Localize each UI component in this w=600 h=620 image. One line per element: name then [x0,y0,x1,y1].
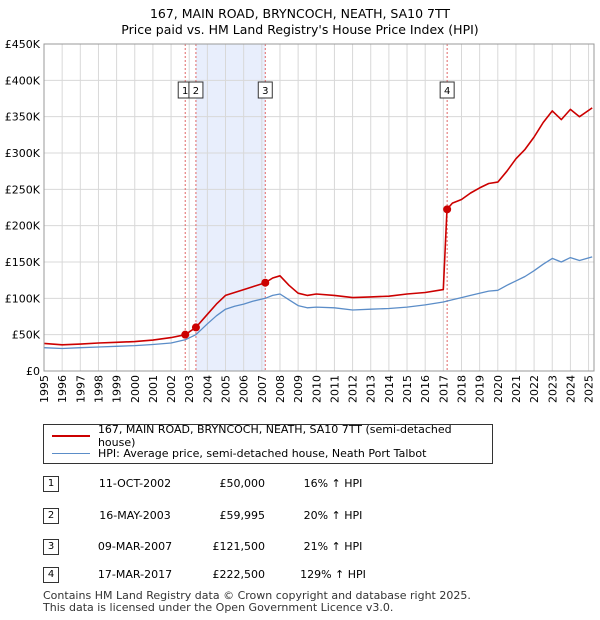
x-tick-label: 2024 [564,375,577,403]
x-tick-label: 2010 [310,375,323,403]
legend-item-hpi: HPI: Average price, semi-detached house,… [52,445,426,461]
x-tick-label: 2018 [455,375,468,403]
transaction-number: 3 [43,539,59,555]
transaction-price: £50,000 [219,477,266,490]
y-tick-label: £150K [5,256,41,269]
y-tick-label: £100K [5,292,41,305]
shaded-period [195,44,266,371]
y-tick-label: £50K [12,329,41,342]
sale-label: 3 [262,86,268,97]
legend-swatch-hpi [52,452,90,454]
x-tick-label: 2009 [292,375,305,403]
transaction-number: 1 [43,476,59,492]
sale-point [181,330,190,339]
property-price-line [43,107,593,346]
transaction-hpi: 129% ↑ HPI [300,568,366,581]
price-chart: £0 £50K £100K £150K £200K £250K £300K £350K £400… [5,38,596,403]
transaction-price: £222,500 [212,568,266,581]
y-tick-label: £250K [5,183,41,196]
plot-frame [43,43,595,372]
y-tick-label: £300K [5,147,41,160]
x-tick-label: 2006 [238,375,251,403]
x-tick-label: 2001 [147,375,160,403]
sale-point [261,278,270,287]
legend-label-hpi: HPI: Average price, semi-detached house,… [98,446,427,460]
legend-label-property: 167, MAIN ROAD, BRYNCOCH, NEATH, SA10 7T… [97,423,452,449]
transaction-date: 16-MAY-2003 [99,509,171,522]
sale-point [191,323,200,332]
x-tick-label: 2011 [328,375,341,403]
sale-label-box [439,81,455,99]
x-tick-label: 2019 [474,375,487,403]
y-tick-label: £0 [26,365,40,378]
y-tick-label: £400K [5,74,41,87]
x-tick-label: 1997 [74,375,87,403]
sale-label-box [257,81,273,99]
transaction-hpi: 16% ↑ HPI [303,477,363,490]
transaction-number: 4 [43,567,59,583]
x-tick-label: 1996 [56,375,69,403]
x-tick-label: 2007 [256,375,269,403]
transaction-number: 2 [43,508,59,524]
x-tick-label: 2013 [365,375,378,403]
legend-swatch-property [52,435,90,437]
x-tick-label: 2023 [546,375,559,403]
x-tick-label: 1998 [92,375,105,403]
footer-copyright: Contains HM Land Registry data © Crown c… [43,589,471,602]
sale-point [443,205,452,214]
x-tick-label: 2002 [165,375,178,403]
x-tick-label: 2005 [220,375,233,403]
transaction-price: £59,995 [219,509,266,522]
transaction-date: 17-MAR-2017 [97,568,173,581]
transaction-hpi: 21% ↑ HPI [303,540,363,553]
x-tick-label: 1995 [38,375,51,403]
x-tick-label: 2017 [437,375,450,403]
sale-label: 4 [444,86,450,97]
legend-item-property: 167, MAIN ROAD, BRYNCOCH, NEATH, SA10 7T… [52,423,492,449]
x-tick-label: 2012 [347,375,360,403]
chart-title: 167, MAIN ROAD, BRYNCOCH, NEATH, SA10 7T… [149,6,451,21]
x-tick-label: 2022 [528,375,541,403]
y-tick-label: £450K [5,38,41,51]
chart-subtitle: Price paid vs. HM Land Registry's House … [121,22,479,37]
x-tick-label: 1999 [111,375,124,403]
footer-license: This data is licensed under the Open Gov… [43,601,394,614]
y-tick-label: £350K [5,111,41,124]
transaction-price: £121,500 [212,540,266,553]
x-tick-label: 2003 [183,375,196,403]
x-tick-label: 2008 [274,375,287,403]
x-tick-label: 2015 [401,375,414,403]
hpi-line [43,256,593,350]
transaction-hpi: 20% ↑ HPI [303,509,363,522]
sale-label: 1 [182,86,188,97]
chart-legend: 167, MAIN ROAD, BRYNCOCH, NEATH, SA10 7T… [43,423,493,464]
x-tick-label: 2016 [419,375,432,403]
transaction-date: 11-OCT-2002 [98,477,172,490]
x-tick-label: 2025 [583,375,596,403]
y-tick-label: £200K [5,220,41,233]
plot-area [44,44,594,371]
x-tick-label: 2000 [129,375,142,403]
sale-label-box [188,81,204,99]
transaction-date: 09-MAR-2007 [97,540,173,553]
x-tick-label: 2020 [492,375,505,403]
sale-label: 2 [193,86,199,97]
x-tick-label: 2021 [510,375,523,403]
x-tick-label: 2004 [201,375,214,403]
x-tick-label: 2014 [383,375,396,403]
